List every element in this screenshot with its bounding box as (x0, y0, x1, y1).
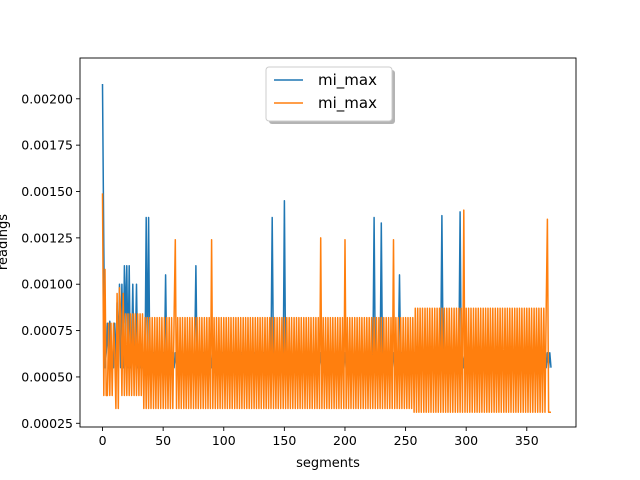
x-tick-label: 50 (155, 433, 171, 448)
series-line-2 (101, 193, 551, 413)
x-axis-ticks: 0 50 100 150 200 250 300 350 (99, 427, 539, 448)
y-tick-label: 0.00100 (21, 277, 73, 292)
y-tick-label: 0.00200 (21, 91, 73, 106)
x-tick-label: 100 (212, 433, 236, 448)
y-tick-label: 0.00175 (21, 138, 73, 153)
x-tick-label: 200 (333, 433, 357, 448)
series-layer (101, 83, 552, 413)
legend: mi_max mi_max (265, 66, 395, 124)
x-tick-label: 150 (272, 433, 296, 448)
y-tick-label: 0.00050 (21, 369, 73, 384)
y-tick-label: 0.00125 (21, 230, 73, 245)
x-tick-label: 300 (454, 433, 478, 448)
legend-label-series-2: mi_max (318, 94, 377, 113)
axes-frame (79, 57, 577, 428)
y-tick-label: 0.00150 (21, 184, 73, 199)
x-axis-label: segments (296, 456, 360, 471)
x-tick-label: 250 (394, 433, 418, 448)
x-tick-label: 0 (99, 433, 107, 448)
y-tick-label: 0.00075 (21, 323, 73, 338)
x-tick-label: 350 (515, 433, 539, 448)
y-tick-label: 0.00025 (21, 416, 73, 431)
y-axis-label: readings (0, 214, 11, 270)
y-axis-ticks: 0.00025 0.00050 0.00075 0.00100 0.00125 0.001… (21, 91, 80, 431)
legend-label-series-1: mi_max (318, 71, 377, 90)
